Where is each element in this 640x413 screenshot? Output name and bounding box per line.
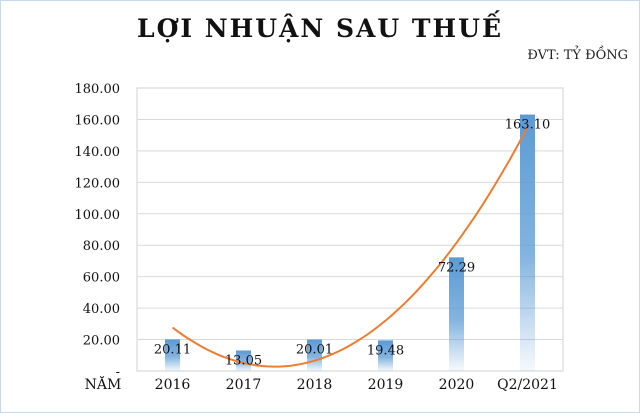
y-tick-label: 40.00 xyxy=(83,302,120,317)
y-tick-label: 120.00 xyxy=(75,176,121,191)
x-tick-label: 2018 xyxy=(297,377,333,393)
y-tick-label: 140.00 xyxy=(75,145,121,160)
bar xyxy=(165,339,180,371)
data-label: 20.11 xyxy=(154,342,191,357)
data-label: 163.10 xyxy=(505,118,551,133)
data-label: 19.48 xyxy=(367,343,404,358)
x-tick-label: 2017 xyxy=(226,377,262,393)
x-tick-label: 2019 xyxy=(368,377,404,393)
y-tick-label: 160.00 xyxy=(75,113,121,128)
y-tick-label: 80.00 xyxy=(83,239,120,254)
x-tick-label: 2020 xyxy=(439,377,475,393)
y-tick-label: 20.00 xyxy=(83,334,120,349)
data-label: 13.05 xyxy=(225,353,262,368)
x-tick-label: 2016 xyxy=(155,377,191,393)
chart-title: LỢI NHUẬN SAU THUẾ xyxy=(136,14,504,43)
bar xyxy=(449,257,464,371)
plot-area xyxy=(136,87,564,372)
unit-label: ĐVT: TỶ ĐỒNG xyxy=(527,48,628,63)
data-label: 72.29 xyxy=(438,260,475,275)
data-label: 20.01 xyxy=(296,343,333,358)
y-tick-label: 60.00 xyxy=(83,271,120,286)
trend-line xyxy=(171,126,529,368)
bar xyxy=(378,340,393,371)
bar xyxy=(236,350,251,371)
x-axis-title: NĂM xyxy=(85,375,122,393)
bar xyxy=(307,339,322,371)
bar xyxy=(520,114,535,371)
y-tick-label: - xyxy=(116,365,120,380)
y-tick-label: 180.00 xyxy=(75,82,121,97)
y-tick-label: 100.00 xyxy=(75,208,121,223)
x-tick-label: Q2/2021 xyxy=(497,377,558,393)
